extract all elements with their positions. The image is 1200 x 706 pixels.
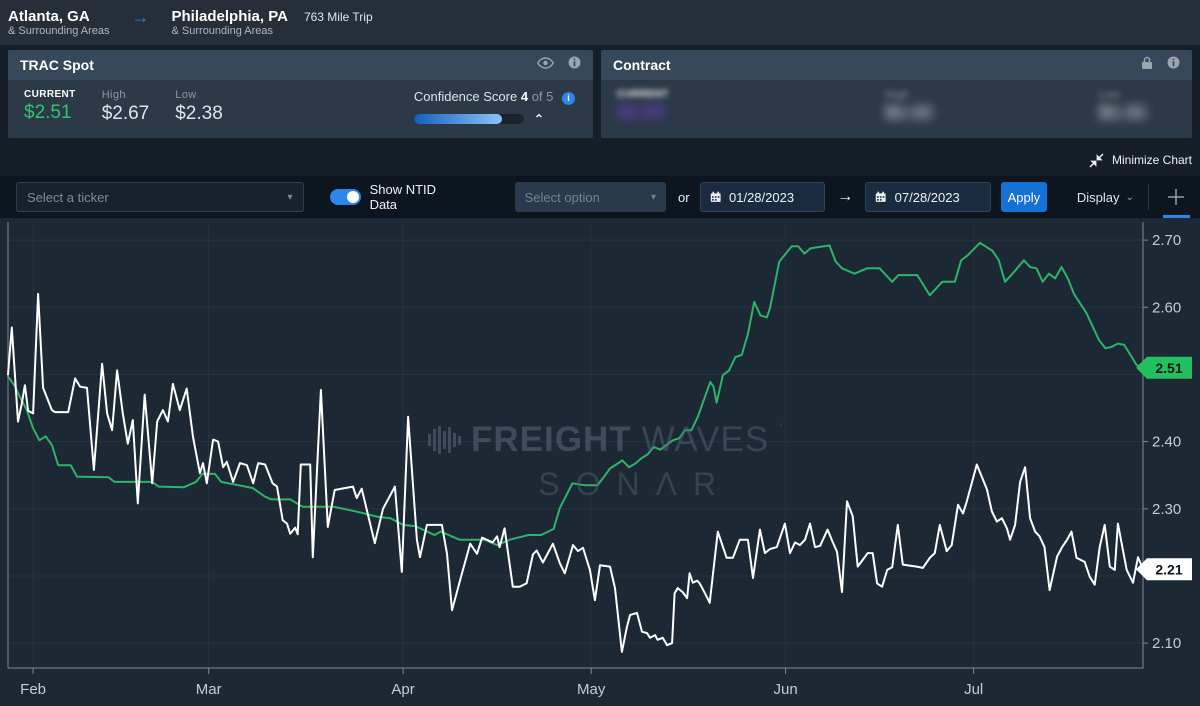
- svg-text:Apr: Apr: [391, 681, 414, 698]
- low-label: Low: [175, 89, 197, 101]
- calendar-icon: [710, 191, 721, 202]
- lane-header: Atlanta, GA & Surrounding Areas → Philad…: [0, 0, 1200, 45]
- active-tool-indicator: [1162, 215, 1190, 218]
- toolbar-divider: [1147, 184, 1149, 210]
- display-dropdown[interactable]: Display ⌄: [1077, 190, 1134, 205]
- end-date-field[interactable]: [865, 182, 991, 212]
- option-select[interactable]: Select option ▾: [514, 182, 667, 212]
- svg-text:2.51: 2.51: [1155, 360, 1182, 376]
- chart-toolbar: Select a ticker ▾ Show NTID Data Select …: [0, 176, 1200, 218]
- svg-text:2.70: 2.70: [1152, 232, 1181, 249]
- minimize-chart-button[interactable]: Minimize Chart: [0, 148, 1200, 172]
- contract-current-stat: CURRENT $0.00: [617, 89, 669, 124]
- svg-text:2.40: 2.40: [1152, 434, 1181, 451]
- destination-block: Philadelphia, PA & Surrounding Areas: [172, 8, 288, 38]
- chevron-down-icon: ▾: [650, 191, 657, 203]
- svg-text:Feb: Feb: [20, 681, 46, 698]
- crosshair-tool-button[interactable]: [1161, 176, 1192, 218]
- or-label: or: [678, 189, 690, 205]
- toggle-knob: [346, 191, 359, 203]
- eye-icon[interactable]: [537, 56, 554, 74]
- contract-header: Contract: [601, 50, 1192, 80]
- confidence-text: Confidence Score 4 of 5 i: [414, 89, 575, 105]
- current-value: $2.51: [24, 102, 72, 123]
- info-icon[interactable]: [568, 56, 581, 74]
- low-stat: Low $2.38: [175, 89, 223, 125]
- confidence-of: of 5: [531, 89, 554, 104]
- chevron-up-icon[interactable]: ⌃: [533, 112, 544, 126]
- origin-subtitle: & Surrounding Areas: [8, 24, 110, 37]
- minimize-icon: [1089, 153, 1104, 167]
- svg-text:Jul: Jul: [964, 681, 983, 698]
- date-range-arrow-icon: →: [837, 188, 854, 205]
- stat-panels: TRAC Spot CURRENT $2.51 High $2.67 Low: [0, 45, 1200, 138]
- confidence-value: 4: [520, 89, 529, 104]
- high-label: High: [101, 89, 126, 101]
- confidence-info-icon[interactable]: i: [562, 92, 575, 105]
- high-value: $2.67: [101, 103, 150, 124]
- confidence-label: Confidence Score: [413, 89, 518, 104]
- svg-text:2.10: 2.10: [1152, 635, 1181, 652]
- svg-text:Jun: Jun: [774, 681, 798, 698]
- route-arrow-icon: →: [131, 7, 150, 27]
- display-label: Display: [1076, 189, 1120, 205]
- confidence-bar-fill: [413, 114, 502, 124]
- contract-low-value: $0.00: [1098, 103, 1146, 124]
- contract-body: CURRENT $0.00 High $0.00 Low $0.00: [601, 80, 1192, 138]
- contract-current-value: $0.00: [617, 102, 665, 123]
- start-date-input[interactable]: [729, 189, 816, 205]
- trac-spot-title: TRAC Spot: [20, 57, 94, 73]
- svg-text:2.60: 2.60: [1152, 299, 1181, 316]
- crosshair-icon: [1168, 189, 1185, 205]
- chevron-down-icon: ⌄: [1125, 191, 1134, 203]
- end-date-input[interactable]: [894, 189, 981, 205]
- low-value: $2.38: [175, 103, 223, 124]
- contract-low-stat: Low $0.00: [1098, 89, 1146, 125]
- svg-text:May: May: [577, 681, 606, 698]
- origin-block: Atlanta, GA & Surrounding Areas: [8, 8, 110, 38]
- calendar-icon: [876, 191, 886, 202]
- option-select-placeholder: Select option: [524, 189, 600, 205]
- contract-high-label: High: [885, 89, 910, 101]
- confidence-score: Confidence Score 4 of 5 i ⌃: [413, 89, 577, 126]
- current-label: CURRENT: [24, 89, 76, 100]
- high-stat: High $2.67: [102, 89, 150, 125]
- toggle-switch[interactable]: [329, 189, 361, 205]
- trac-spot-panel: TRAC Spot CURRENT $2.51 High $2.67 Low: [8, 50, 593, 138]
- trip-distance: 763 Mile Trip: [303, 9, 373, 24]
- confidence-bar: [413, 114, 524, 124]
- ntid-toggle-label: Show NTID Data: [369, 182, 437, 212]
- info-icon[interactable]: [1167, 56, 1180, 74]
- minimize-chart-label: Minimize Chart: [1111, 153, 1192, 167]
- current-stat: CURRENT $2.51: [24, 89, 76, 124]
- chevron-down-icon: ▾: [287, 191, 293, 203]
- contract-current-label: CURRENT: [617, 89, 669, 100]
- ntid-toggle[interactable]: Show NTID Data: [329, 182, 459, 212]
- contract-panel: Contract CURRENT $0.00 High $0.00 Low: [601, 50, 1192, 138]
- destination-subtitle: & Surrounding Areas: [171, 24, 274, 37]
- contract-title: Contract: [613, 57, 671, 73]
- svg-text:2.21: 2.21: [1155, 561, 1182, 577]
- trac-spot-header: TRAC Spot: [8, 50, 593, 80]
- destination-city: Philadelphia, PA: [171, 7, 288, 25]
- rate-chart[interactable]: Feb Mar Apr May Jun Jul 2.10 2.30 2.40 2.60 2.70 2.…: [0, 222, 1200, 706]
- svg-text:Mar: Mar: [196, 681, 222, 698]
- ticker-select-placeholder: Select a ticker: [27, 189, 109, 205]
- chart-card: Select a ticker ▾ Show NTID Data Select …: [0, 176, 1200, 706]
- apply-button[interactable]: Apply: [1000, 182, 1047, 212]
- trac-spot-body: CURRENT $2.51 High $2.67 Low $2.38 Confi…: [8, 80, 593, 138]
- svg-text:2.30: 2.30: [1152, 501, 1181, 518]
- start-date-field[interactable]: [699, 182, 826, 212]
- origin-city: Atlanta, GA: [8, 7, 90, 25]
- lock-icon: [1141, 56, 1153, 75]
- contract-high-value: $0.00: [885, 103, 933, 124]
- contract-low-label: Low: [1098, 89, 1120, 101]
- contract-high-stat: High $0.00: [885, 89, 933, 125]
- ticker-select[interactable]: Select a ticker ▾: [16, 182, 304, 212]
